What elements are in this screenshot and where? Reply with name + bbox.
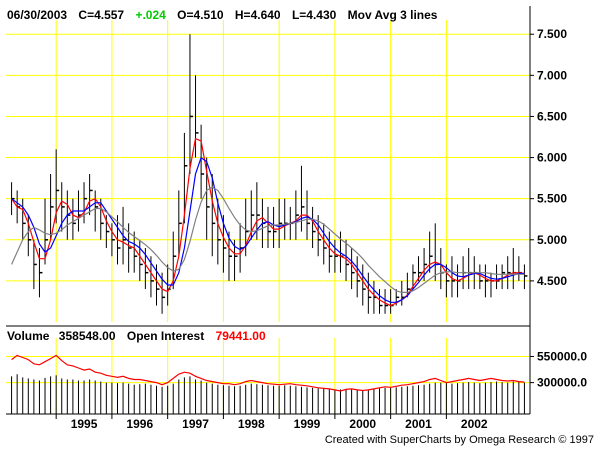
price-tick-label: 7.000: [537, 68, 567, 82]
moving-average-mid: [11, 156, 525, 303]
open-interest-line: [11, 354, 525, 392]
moving-average-lines: [11, 137, 525, 307]
grid: [6, 20, 530, 322]
time-tick-label: 1996: [126, 417, 153, 431]
time-axis: 1995 1996 1997 1998 1999 2000 2001 2002: [55, 414, 488, 431]
header-date: 06/30/2003: [7, 8, 67, 22]
header-low: L=4.430: [292, 8, 337, 22]
volume-label: Volume: [7, 329, 50, 343]
time-tick-label: 2002: [461, 417, 488, 431]
volume-axis: 550000.0 300000.0: [530, 349, 587, 390]
svg-text:06/30/2003 C=4.557: 06/30/2003 C=4.557 +.024 O=4.510 H=4.640…: [7, 8, 438, 22]
header-high: H=4.640: [235, 8, 281, 22]
volume-tick-label: 300000.0: [537, 376, 587, 390]
time-tick-label: 1997: [182, 417, 209, 431]
svg-text:Volume 358548.00 O: Volume 358548.00 Open Interest 79441.00: [7, 329, 266, 343]
volume-bars: [11, 374, 525, 414]
price-tick-label: 5.500: [537, 192, 567, 206]
price-tick-label: 7.500: [537, 27, 567, 41]
time-tick-label: 2000: [349, 417, 376, 431]
moving-average-fast: [11, 137, 525, 307]
credit-text: Created with SuperCharts by Omega Resear…: [325, 434, 594, 446]
time-tick-label: 2001: [405, 417, 432, 431]
volume-tick-label: 550000.0: [537, 349, 587, 363]
time-tick-label: 1995: [71, 417, 98, 431]
time-tick-label: 1998: [238, 417, 265, 431]
volume-value: 358548.00: [59, 329, 116, 343]
open-interest-value: 79441.00: [216, 329, 266, 343]
open-interest-series: [11, 354, 525, 392]
price-tick-label: 6.500: [537, 109, 567, 123]
header-close: C=4.557: [78, 8, 124, 22]
header-open: O=4.510: [177, 8, 224, 22]
time-tick-label: 1999: [294, 417, 321, 431]
price-tick-label: 5.000: [537, 233, 567, 247]
price-axis: 7.500 7.000 6.500 6.000 5.500 5.000 4.500: [530, 27, 567, 288]
header-study: Mov Avg 3 lines: [348, 8, 438, 22]
price-tick-label: 4.500: [537, 274, 567, 288]
header-change: +.024: [135, 8, 166, 22]
price-bars: [11, 34, 528, 314]
moving-average-slow: [11, 186, 525, 293]
price-tick-label: 6.000: [537, 151, 567, 165]
open-interest-label: Open Interest: [127, 329, 204, 343]
